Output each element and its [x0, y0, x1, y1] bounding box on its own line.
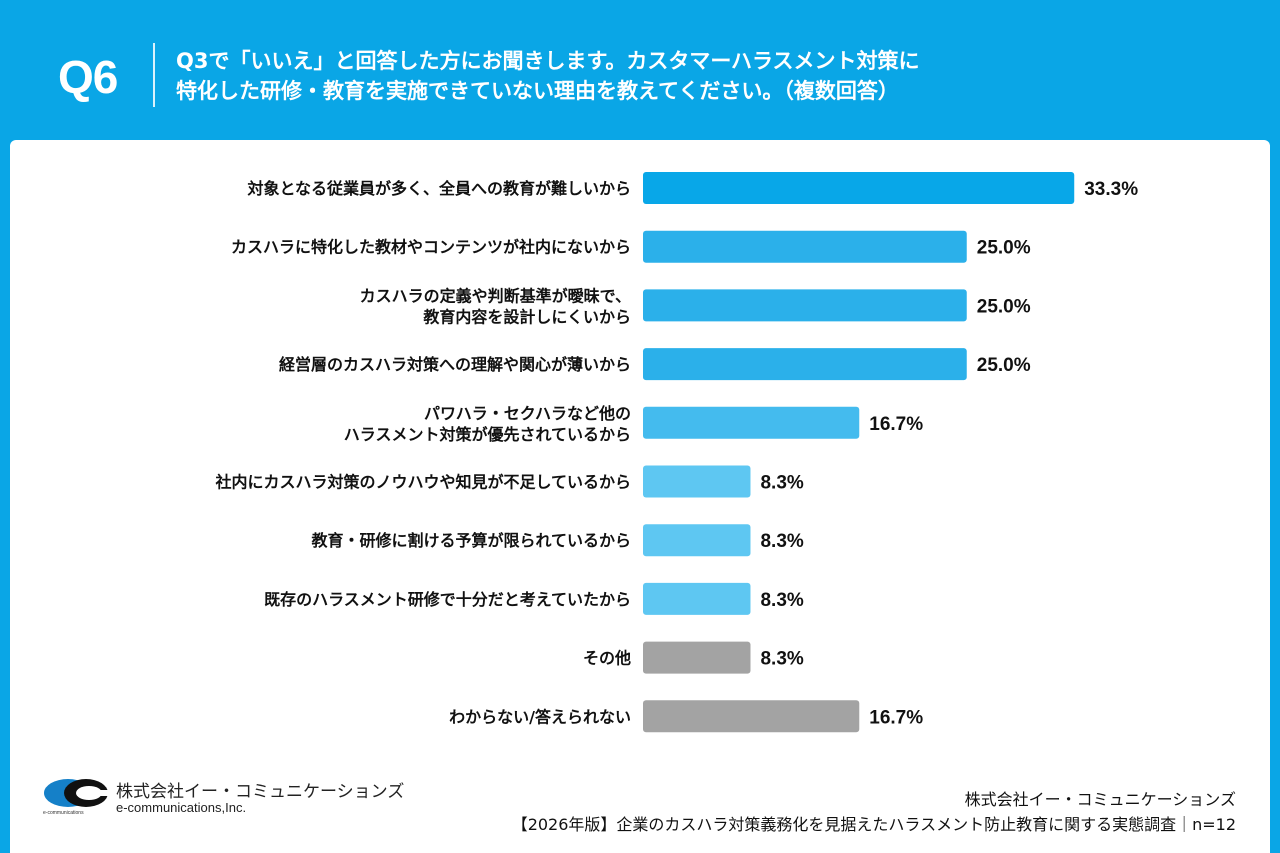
category-label: パワハラ・セクハラなど他の [424, 404, 631, 423]
data-label: 8.3% [760, 590, 803, 611]
question-number: Q6 [58, 51, 118, 103]
category-label: 教育・研修に割ける予算が限られているから [311, 531, 631, 550]
category-label: 社内にカスハラ対策のノウハウや知見が不足しているから [214, 473, 631, 492]
category-label: 教育内容を設計しにくいから [423, 307, 631, 326]
svg-text:e-communications: e-communications [43, 810, 84, 816]
bar [643, 641, 751, 674]
bar [643, 348, 967, 381]
bar [643, 406, 860, 439]
question-line-2: 特化した研修・教育を実施できていない理由を教えてください。（複数回答） [176, 79, 899, 103]
bar [643, 524, 751, 557]
category-label: カスハラに特化した教材やコンテンツが社内にないから [231, 238, 631, 257]
source-survey: 【2026年版】企業のカスハラ対策義務化を見据えたハラスメント防止教育に関する実… [511, 815, 1236, 834]
question-text: Q3で「いいえ」と回答した方にお聞きします。カスタマーハラスメント対策に 特化し… [176, 46, 920, 106]
category-label: カスハラの定義や判断基準が曖昧で、 [360, 286, 631, 305]
category-label: ハラスメント対策が優先されているから [344, 425, 631, 444]
data-label: 8.3% [760, 531, 803, 552]
source-company: 株式会社イー・コミュニケーションズ [964, 790, 1236, 809]
question-header: Q6 Q3で「いいえ」と回答した方にお聞きします。カスタマーハラスメント対策に … [0, 0, 1280, 138]
data-label: 25.0% [977, 238, 1031, 259]
logo-company-name-jp: 株式会社イー・コミュニケーションズ [116, 782, 405, 802]
category-label: 対象となる従業員が多く、全員への教育が難しいから [246, 179, 631, 198]
logo-company-name-en: e-communications,Inc. [116, 800, 247, 815]
data-label: 25.0% [977, 355, 1031, 376]
company-logo: e-communications [43, 779, 114, 816]
data-label: 8.3% [760, 473, 803, 494]
bar [643, 465, 751, 498]
bar [643, 172, 1075, 204]
category-label: その他 [583, 649, 631, 668]
data-label: 16.7% [869, 414, 923, 435]
bar [643, 289, 967, 322]
category-label: 経営層のカスハラ対策への理解や関心が薄いから [279, 355, 631, 374]
category-label: わからない/答えられない [449, 707, 631, 726]
header-divider [153, 43, 155, 107]
data-label: 16.7% [869, 707, 923, 728]
bar [643, 582, 751, 615]
bar [643, 700, 860, 733]
data-label: 33.3% [1084, 179, 1138, 200]
question-line-1: Q3で「いいえ」と回答した方にお聞きします。カスタマーハラスメント対策に [176, 49, 920, 73]
data-label: 8.3% [760, 649, 803, 670]
data-label: 25.0% [977, 296, 1031, 317]
chart-card [10, 140, 1270, 853]
category-label: 既存のハラスメント研修で十分だと考えていたから [264, 590, 631, 609]
bar [643, 230, 967, 263]
